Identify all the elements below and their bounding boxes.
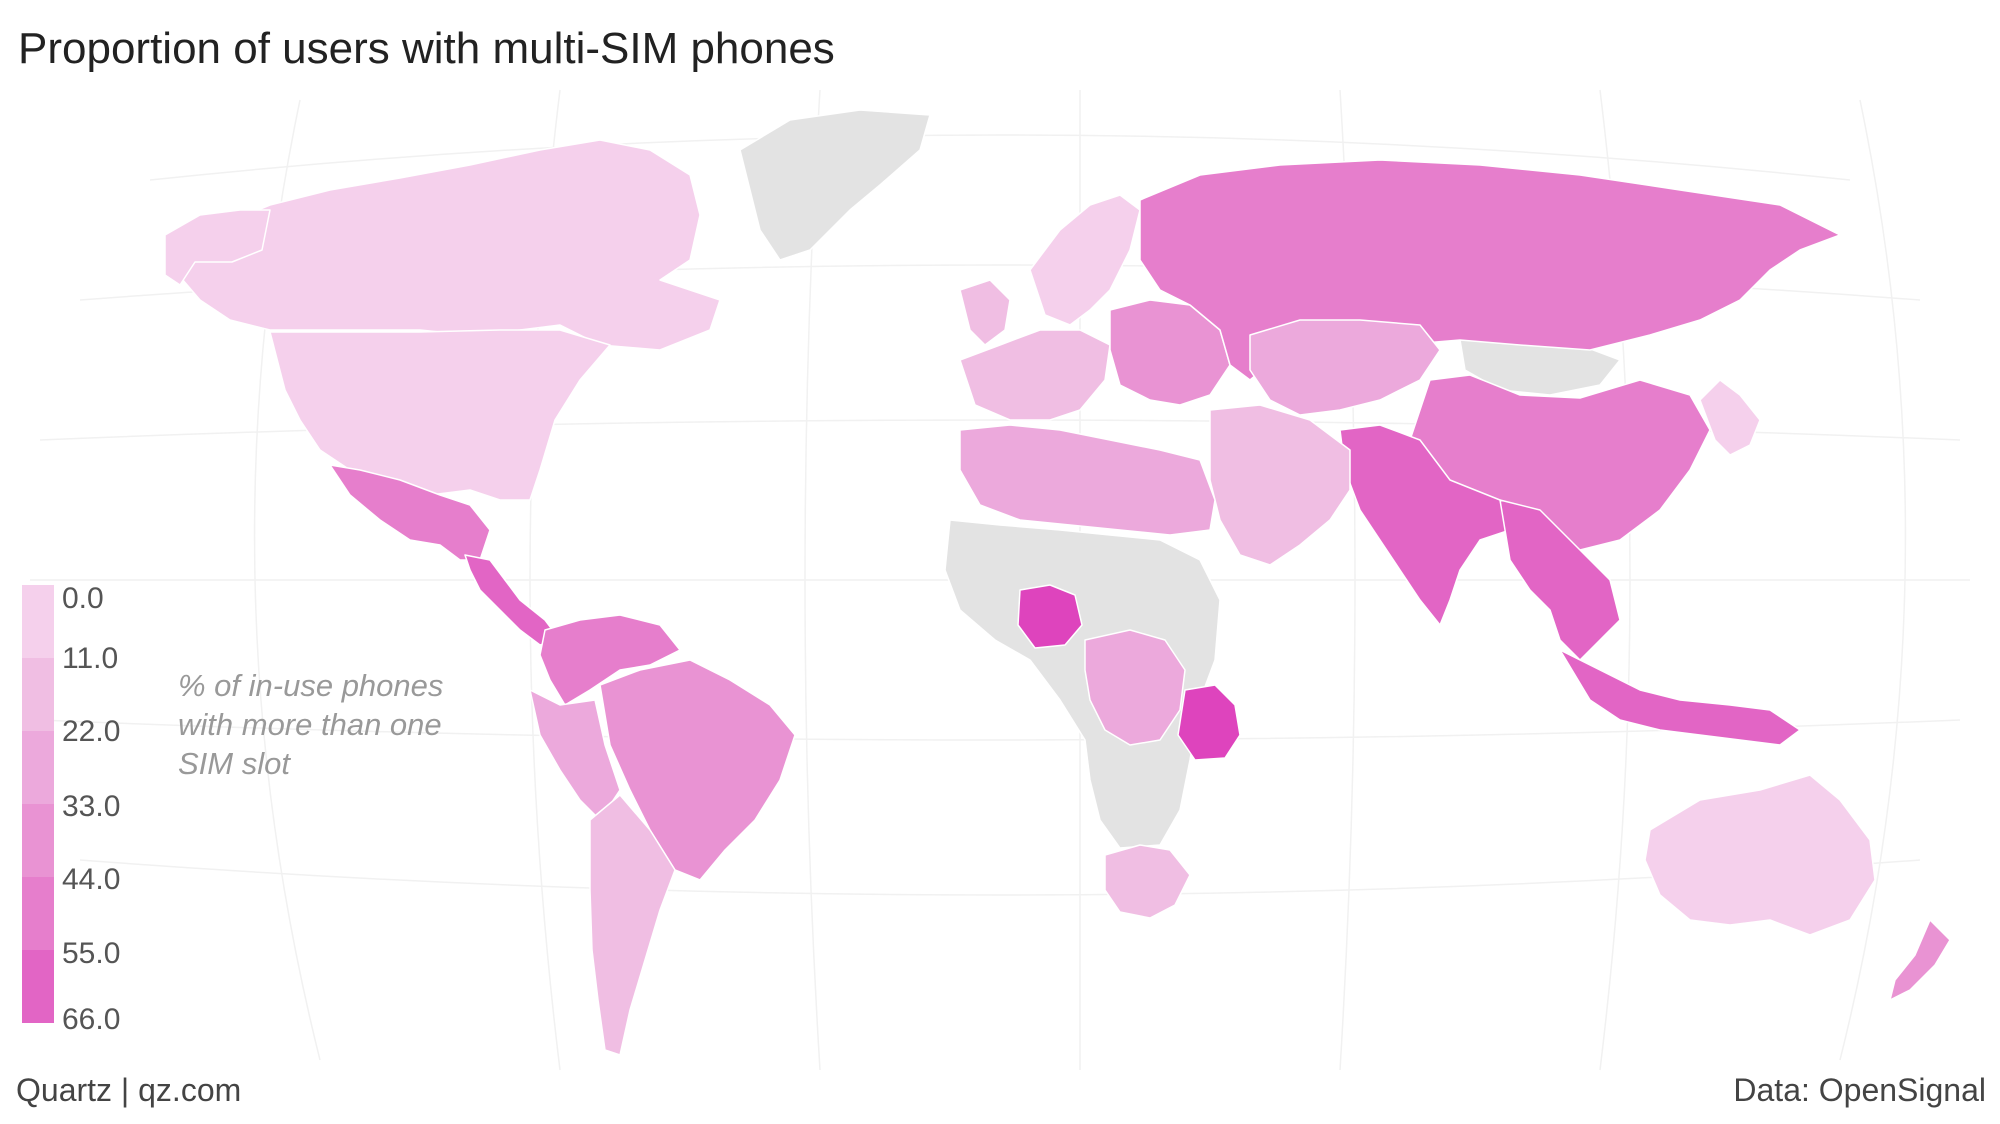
country-region bbox=[959, 279, 1011, 346]
legend-tick-label: 66.0 bbox=[62, 1003, 121, 1036]
country-region bbox=[1104, 844, 1191, 919]
country-region bbox=[269, 329, 611, 501]
legend-tick-label: 11.0 bbox=[62, 642, 119, 675]
legend-color-scale bbox=[22, 585, 54, 1023]
country-region bbox=[739, 109, 931, 261]
legend-tick-label: 44.0 bbox=[62, 863, 121, 896]
country-region bbox=[1177, 684, 1241, 761]
country-region bbox=[1029, 194, 1141, 326]
country-region bbox=[959, 424, 1216, 536]
country-region bbox=[1249, 319, 1441, 416]
country-region bbox=[1017, 584, 1083, 649]
country-region bbox=[1209, 404, 1351, 566]
country-region bbox=[944, 519, 1221, 849]
country-region bbox=[1889, 919, 1951, 1001]
country-region bbox=[1499, 499, 1621, 661]
country-region bbox=[959, 329, 1111, 421]
country-region bbox=[1699, 379, 1761, 456]
country-region bbox=[169, 139, 721, 351]
legend-tick-label: 0.0 bbox=[62, 582, 104, 615]
legend-swatch bbox=[22, 658, 54, 731]
legend-swatch bbox=[22, 585, 54, 658]
country-region bbox=[539, 614, 681, 706]
countries-layer bbox=[164, 109, 1951, 1056]
page-title: Proportion of users with multi-SIM phone… bbox=[18, 24, 835, 73]
legend-swatch bbox=[22, 950, 54, 1023]
country-region bbox=[164, 209, 271, 286]
legend-tick-label: 22.0 bbox=[62, 715, 121, 748]
legend-swatch bbox=[22, 731, 54, 804]
footer-source: Data: OpenSignal bbox=[1733, 1072, 1986, 1108]
legend-swatch bbox=[22, 877, 54, 950]
country-region bbox=[1109, 299, 1231, 406]
legend-caption: % of in-use phones with more than one SI… bbox=[178, 668, 444, 781]
country-region bbox=[1644, 774, 1876, 936]
country-region bbox=[599, 659, 796, 881]
country-region bbox=[1084, 629, 1186, 746]
country-region bbox=[1559, 649, 1801, 746]
legend-swatch bbox=[22, 804, 54, 877]
country-region bbox=[1339, 424, 1511, 626]
country-region bbox=[589, 794, 676, 1056]
footer-credit: Quartz | qz.com bbox=[16, 1072, 242, 1108]
legend-tick-label: 33.0 bbox=[62, 790, 121, 823]
legend-tick-label: 55.0 bbox=[62, 937, 121, 970]
